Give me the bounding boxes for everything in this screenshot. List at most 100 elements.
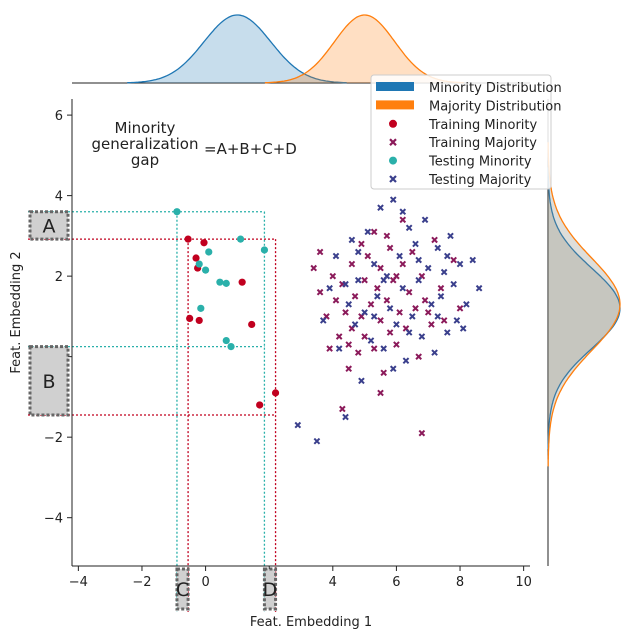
training-majority-point [386,244,394,252]
gap-d-label: D [263,579,278,601]
training-minority-point [271,389,280,397]
training-majority-point [409,248,416,256]
minority-distribution-x-curve [127,14,347,84]
testing-majority-point [367,337,375,344]
training-minority-point [184,235,192,243]
testing-majority-point [389,365,397,373]
testing-majority-point [396,252,403,260]
testing-majority-point [377,204,384,212]
legend-label: Training Minority [428,118,538,133]
gap-c-box [175,567,190,611]
testing-majority-point [418,333,426,340]
x-tick-label: 10 [515,575,532,590]
y-tick-label: −2 [44,431,63,446]
testing-majority-point [370,313,378,320]
testing-majority-point [342,280,349,288]
training-majority-point [326,345,333,352]
training-majority-point [329,272,337,280]
testing-majority-point [431,349,438,356]
x-tick-label: −2 [132,575,151,590]
training-majority-point [424,309,432,316]
testing-majority-point [399,284,407,292]
annotation-equation: =A+B+C+D [204,140,297,158]
testing-minority-point [222,336,230,345]
testing-majority-point [424,264,432,272]
training-majority-point [450,256,457,264]
training-majority-point [361,333,368,340]
testing-minority-point [195,260,203,268]
training-minority-point [256,401,264,409]
y-tick-label: 2 [55,270,63,285]
training-majority-point [383,232,391,240]
testing-majority-point [450,280,457,288]
training-majority-point [380,369,388,377]
training-minority-point [195,316,203,325]
testing-majority-point [405,224,413,232]
training-majority-point [335,333,343,340]
testing-majority-point [386,305,394,312]
testing-majority-point [313,437,321,445]
training-majority-point [393,272,400,280]
training-minority-point [200,239,208,247]
training-majority-point [316,288,324,296]
training-majority-point [415,353,422,360]
scatter-points [173,196,483,445]
training-minority-point [248,320,256,329]
training-majority-point [421,296,429,304]
x-tick-label: 8 [456,575,464,590]
testing-majority-point [463,301,470,308]
testing-majority-point [332,252,340,260]
legend-label: Minority Distribution [429,81,562,96]
training-minority-point [186,314,194,323]
testing-majority-point [345,301,353,308]
training-majority-point [364,252,372,260]
training-majority-point [383,296,391,304]
training-majority-point [354,349,362,356]
y-tick-label: −4 [44,512,63,527]
testing-majority-point [358,377,365,385]
training-majority-point [332,296,340,304]
gap-c-label: C [176,579,189,601]
testing-majority-point [421,216,429,224]
training-majority-point [370,228,378,236]
x-tick-label: 0 [201,575,209,590]
training-majority-point [377,264,384,272]
testing-majority-point [374,292,381,300]
testing-majority-point [412,240,419,248]
training-majority-point [393,341,400,348]
annotation-line: gap [131,151,159,169]
testing-minority-point [201,266,210,274]
testing-minority-point [260,246,269,254]
testing-majority-point [399,208,407,216]
testing-majority-point [447,232,454,240]
testing-majority-point [294,421,302,429]
testing-majority-point [351,321,359,328]
testing-majority-point [440,268,448,276]
legend-label: Training Majority [428,136,537,151]
testing-majority-point [326,284,333,292]
testing-minority-point [222,279,230,287]
training-majority-point [361,276,368,284]
gap-b-box [28,345,70,417]
testing-majority-point [475,284,483,292]
training-majority-point [377,389,384,397]
training-majority-point [399,216,407,224]
testing-majority-point [380,345,388,352]
testing-minority-point [173,208,181,216]
training-majority-point [370,345,378,352]
training-majority-point [367,301,375,308]
training-majority-point [431,236,438,244]
training-majority-point [345,341,353,348]
testing-minority-point [227,342,235,351]
testing-minority-point [205,248,213,256]
x-tick-label: −4 [69,575,88,590]
testing-majority-point [409,313,416,320]
training-majority-point [310,264,318,272]
training-minority-point [192,254,200,262]
testing-majority-point [348,236,356,244]
training-majority-point [405,288,413,296]
training-majority-point [374,284,381,292]
annotation-line: Minority [115,119,176,137]
testing-majority-point [443,252,451,260]
marginal-x-plot [72,14,530,84]
